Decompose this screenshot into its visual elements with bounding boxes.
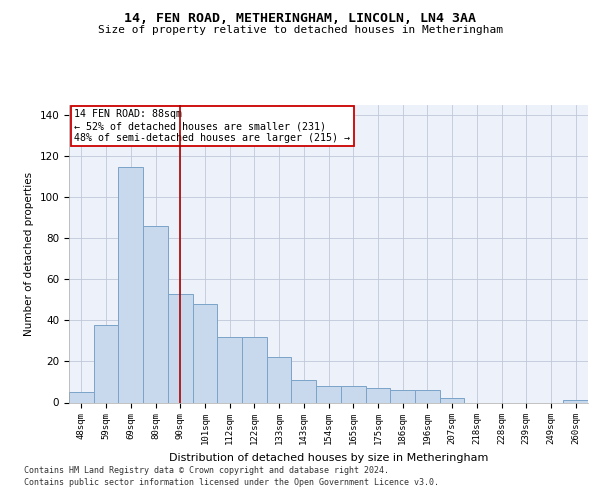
Text: 14 FEN ROAD: 88sqm
← 52% of detached houses are smaller (231)
48% of semi-detach: 14 FEN ROAD: 88sqm ← 52% of detached hou…	[74, 110, 350, 142]
Bar	[193, 304, 217, 402]
Bar	[292, 380, 316, 402]
X-axis label: Distribution of detached houses by size in Metheringham: Distribution of detached houses by size …	[169, 453, 488, 463]
Bar	[69, 392, 94, 402]
Bar	[415, 390, 440, 402]
Bar	[168, 294, 193, 403]
Bar	[217, 337, 242, 402]
Bar	[242, 337, 267, 402]
Bar	[143, 226, 168, 402]
Bar	[94, 324, 118, 402]
Bar	[267, 358, 292, 403]
Bar	[440, 398, 464, 402]
Text: Contains public sector information licensed under the Open Government Licence v3: Contains public sector information licen…	[24, 478, 439, 487]
Bar	[563, 400, 588, 402]
Bar	[390, 390, 415, 402]
Text: Size of property relative to detached houses in Metheringham: Size of property relative to detached ho…	[97, 25, 503, 35]
Bar	[118, 166, 143, 402]
Bar	[365, 388, 390, 402]
Bar	[341, 386, 365, 402]
Bar	[316, 386, 341, 402]
Y-axis label: Number of detached properties: Number of detached properties	[24, 172, 34, 336]
Text: Contains HM Land Registry data © Crown copyright and database right 2024.: Contains HM Land Registry data © Crown c…	[24, 466, 389, 475]
Text: 14, FEN ROAD, METHERINGHAM, LINCOLN, LN4 3AA: 14, FEN ROAD, METHERINGHAM, LINCOLN, LN4…	[124, 12, 476, 26]
